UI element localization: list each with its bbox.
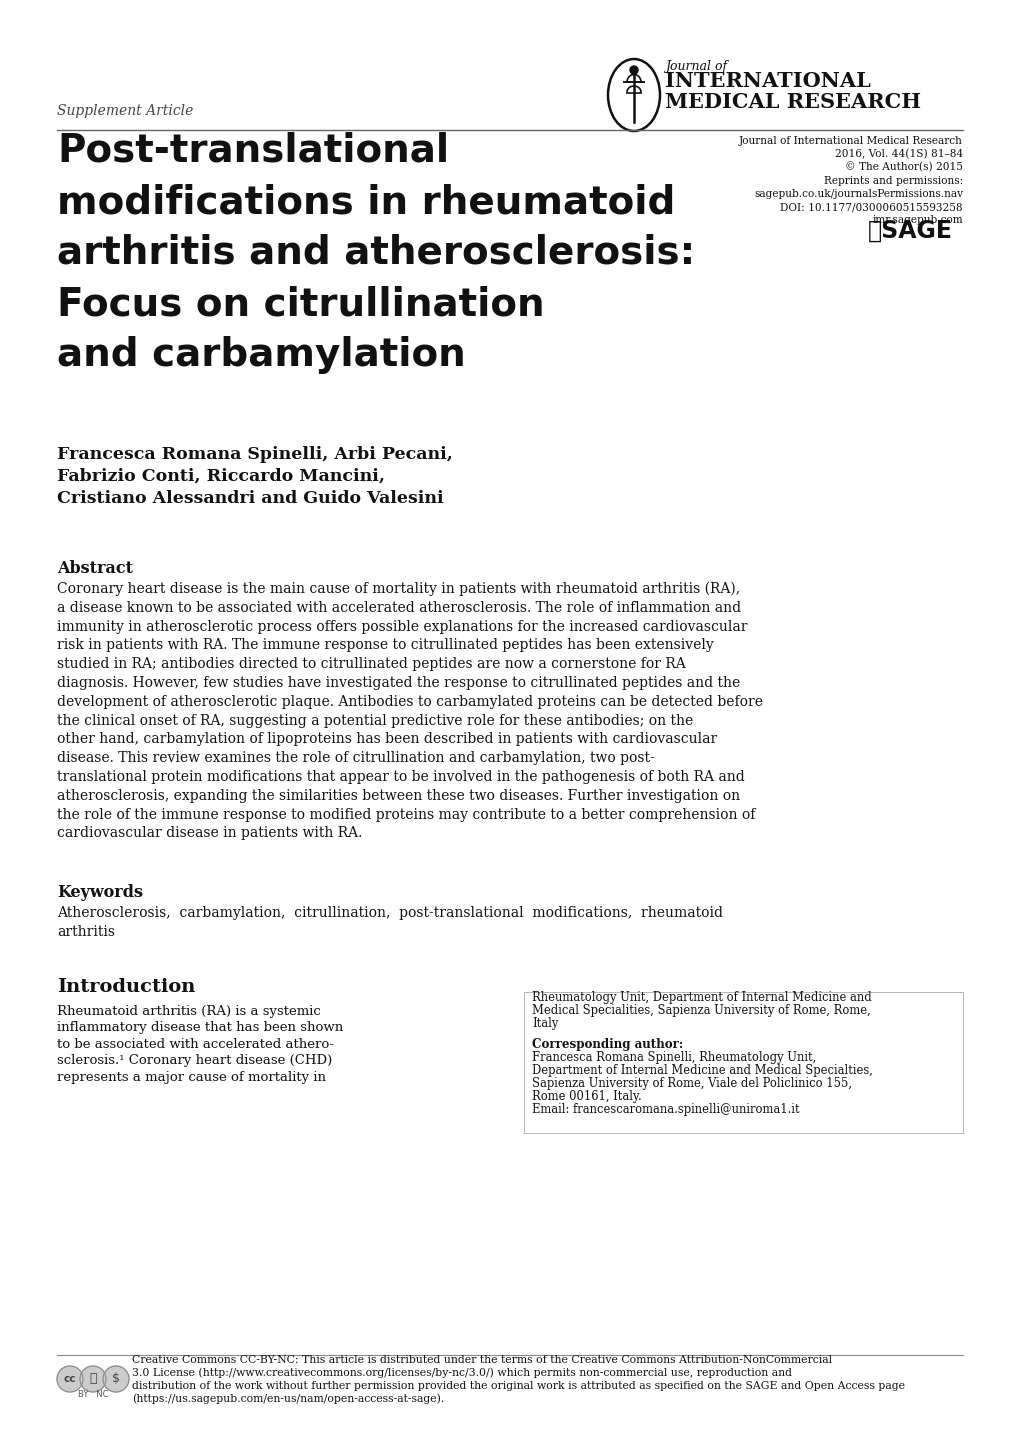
Text: $: $ xyxy=(112,1373,120,1386)
Text: Journal of International Medical Research: Journal of International Medical Researc… xyxy=(739,136,962,147)
Text: Keywords: Keywords xyxy=(57,884,143,901)
Text: disease. This review examines the role of citrullination and carbamylation, two : disease. This review examines the role o… xyxy=(57,752,654,765)
Text: INTERNATIONAL: INTERNATIONAL xyxy=(664,71,870,91)
Text: diagnosis. However, few studies have investigated the response to citrullinated : diagnosis. However, few studies have inv… xyxy=(57,676,740,691)
Text: Focus on citrullination: Focus on citrullination xyxy=(57,284,544,324)
Text: arthritis and atherosclerosis:: arthritis and atherosclerosis: xyxy=(57,234,695,271)
Text: development of atherosclerotic plaque. Antibodies to carbamylated proteins can b: development of atherosclerotic plaque. A… xyxy=(57,695,762,708)
Text: Creative Commons CC-BY-NC: This article is distributed under the terms of the Cr: Creative Commons CC-BY-NC: This article … xyxy=(131,1355,832,1365)
Text: Francesca Romana Spinelli, Rheumatology Unit,: Francesca Romana Spinelli, Rheumatology … xyxy=(532,1051,815,1064)
Text: modifications in rheumatoid: modifications in rheumatoid xyxy=(57,183,675,221)
Text: Rheumatology Unit, Department of Internal Medicine and: Rheumatology Unit, Department of Interna… xyxy=(532,991,871,1004)
Text: Sapienza University of Rome, Viale del Policlinico 155,: Sapienza University of Rome, Viale del P… xyxy=(532,1077,851,1090)
Text: cc: cc xyxy=(63,1374,76,1384)
Text: Corresponding author:: Corresponding author: xyxy=(532,1037,683,1051)
Text: Fabrizio Conti, Riccardo Mancini,: Fabrizio Conti, Riccardo Mancini, xyxy=(57,469,384,485)
Text: Department of Internal Medicine and Medical Specialties,: Department of Internal Medicine and Medi… xyxy=(532,1064,872,1077)
Text: 2016, Vol. 44(1S) 81–84: 2016, Vol. 44(1S) 81–84 xyxy=(834,149,962,160)
Text: imr.sagepub.com: imr.sagepub.com xyxy=(871,215,962,225)
Text: Supplement Article: Supplement Article xyxy=(57,104,194,118)
Text: immunity in atherosclerotic process offers possible explanations for the increas: immunity in atherosclerotic process offe… xyxy=(57,620,747,634)
Text: 3.0 License (http://www.creativecommons.org/licenses/by-nc/3.0/) which permits n: 3.0 License (http://www.creativecommons.… xyxy=(131,1367,791,1378)
Text: Introduction: Introduction xyxy=(57,978,196,995)
Text: risk in patients with RA. The immune response to citrullinated peptides has been: risk in patients with RA. The immune res… xyxy=(57,638,713,653)
Text: sclerosis.¹ Coronary heart disease (CHD): sclerosis.¹ Coronary heart disease (CHD) xyxy=(57,1055,332,1068)
Circle shape xyxy=(630,65,637,74)
Text: Post-translational: Post-translational xyxy=(57,132,448,170)
Text: arthritis: arthritis xyxy=(57,924,115,939)
Text: Ⓘ: Ⓘ xyxy=(90,1373,97,1386)
Text: atherosclerosis, expanding the similarities between these two diseases. Further : atherosclerosis, expanding the similarit… xyxy=(57,789,740,802)
Text: cardiovascular disease in patients with RA.: cardiovascular disease in patients with … xyxy=(57,827,362,840)
Text: studied in RA; antibodies directed to citrullinated peptides are now a cornersto: studied in RA; antibodies directed to ci… xyxy=(57,657,685,672)
Text: ⓈSAGE: ⓈSAGE xyxy=(867,219,952,242)
Text: the role of the immune response to modified proteins may contribute to a better : the role of the immune response to modif… xyxy=(57,808,755,821)
Text: Rome 00161, Italy.: Rome 00161, Italy. xyxy=(532,1090,641,1103)
Circle shape xyxy=(57,1365,83,1392)
Text: sagepub.co.uk/journalsPermissions.nav: sagepub.co.uk/journalsPermissions.nav xyxy=(753,189,962,199)
Text: DOI: 10.1177/0300060515593258: DOI: 10.1177/0300060515593258 xyxy=(780,202,962,212)
Text: Francesca Romana Spinelli, Arbi Pecani,: Francesca Romana Spinelli, Arbi Pecani, xyxy=(57,445,452,463)
Circle shape xyxy=(103,1365,128,1392)
Text: Journal of: Journal of xyxy=(664,59,727,73)
Text: the clinical onset of RA, suggesting a potential predictive role for these antib: the clinical onset of RA, suggesting a p… xyxy=(57,714,693,727)
Text: Email: francescaromana.spinelli@uniroma1.it: Email: francescaromana.spinelli@uniroma1… xyxy=(532,1103,799,1116)
Circle shape xyxy=(79,1365,106,1392)
Text: a disease known to be associated with accelerated atherosclerosis. The role of i: a disease known to be associated with ac… xyxy=(57,601,741,615)
Text: Abstract: Abstract xyxy=(57,560,132,577)
Text: inflammatory disease that has been shown: inflammatory disease that has been shown xyxy=(57,1022,343,1035)
Text: to be associated with accelerated athero-: to be associated with accelerated athero… xyxy=(57,1037,333,1051)
Text: Coronary heart disease is the main cause of mortality in patients with rheumatoi: Coronary heart disease is the main cause… xyxy=(57,582,740,596)
Text: BY   NC: BY NC xyxy=(77,1390,108,1399)
Text: distribution of the work without further permission provided the original work i: distribution of the work without further… xyxy=(131,1381,904,1392)
Text: Reprints and permissions:: Reprints and permissions: xyxy=(823,176,962,186)
Text: © The Author(s) 2015: © The Author(s) 2015 xyxy=(845,163,962,173)
Text: Italy: Italy xyxy=(532,1017,557,1030)
Text: Atherosclerosis,  carbamylation,  citrullination,  post-translational  modificat: Atherosclerosis, carbamylation, citrulli… xyxy=(57,907,722,920)
Text: Cristiano Alessandri and Guido Valesini: Cristiano Alessandri and Guido Valesini xyxy=(57,490,443,506)
Text: Medical Specialities, Sapienza University of Rome, Rome,: Medical Specialities, Sapienza Universit… xyxy=(532,1004,870,1017)
Text: (https://us.sagepub.com/en-us/nam/open-access-at-sage).: (https://us.sagepub.com/en-us/nam/open-a… xyxy=(131,1393,444,1405)
Bar xyxy=(524,992,962,1133)
Text: MEDICAL RESEARCH: MEDICAL RESEARCH xyxy=(664,91,920,112)
Text: Rheumatoid arthritis (RA) is a systemic: Rheumatoid arthritis (RA) is a systemic xyxy=(57,1004,320,1017)
Text: translational protein modifications that appear to be involved in the pathogenes: translational protein modifications that… xyxy=(57,770,744,784)
Text: and carbamylation: and carbamylation xyxy=(57,337,466,374)
Text: represents a major cause of mortality in: represents a major cause of mortality in xyxy=(57,1071,326,1084)
Text: other hand, carbamylation of lipoproteins has been described in patients with ca: other hand, carbamylation of lipoprotein… xyxy=(57,733,716,746)
